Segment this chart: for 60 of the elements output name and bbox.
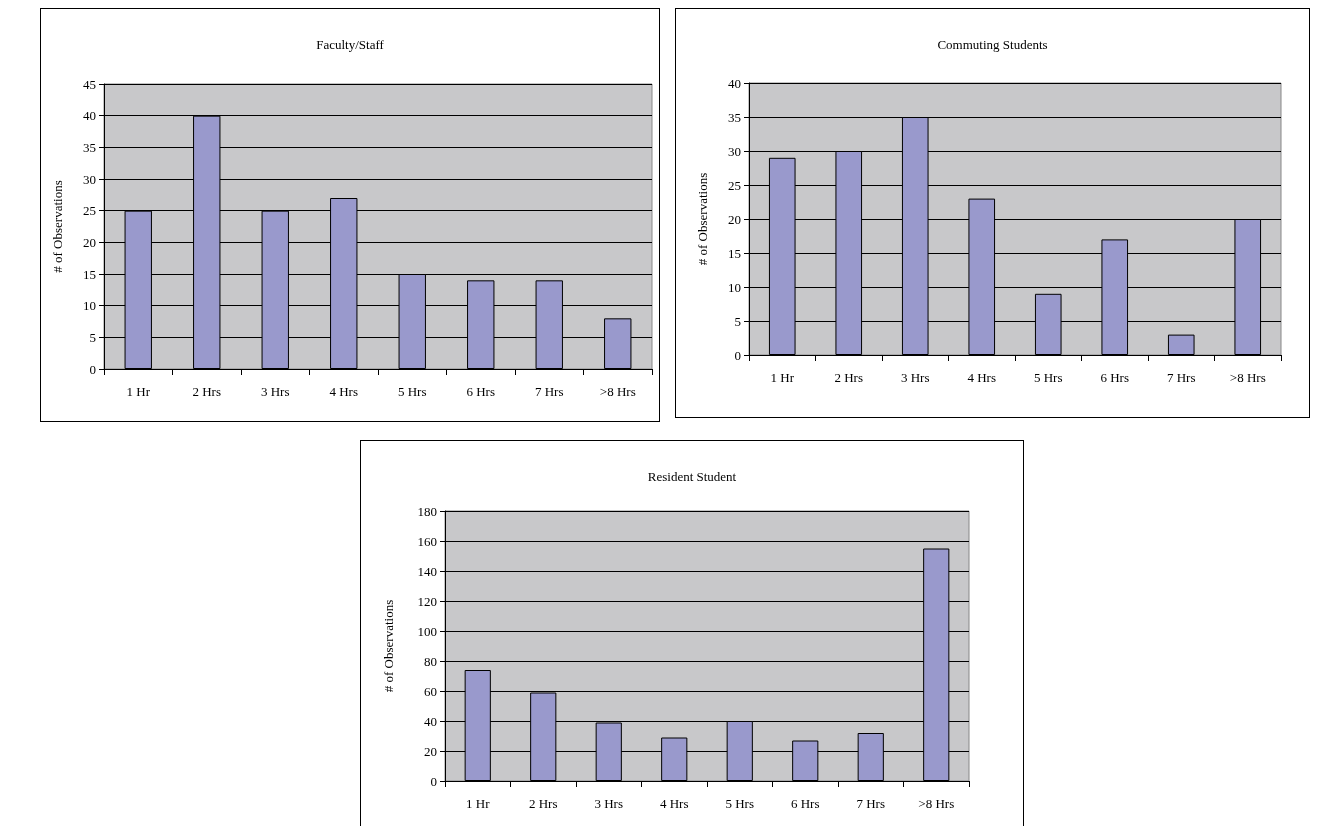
- x-tick-label: 7 Hrs: [1166, 370, 1196, 385]
- y-tick-label: 40: [424, 713, 437, 729]
- chart-title: Resident Student: [647, 469, 737, 484]
- chart-title: Commuting Students: [937, 37, 1048, 52]
- x-tick-label: 4 Hrs: [329, 384, 359, 399]
- y-tick-label: 30: [728, 143, 741, 159]
- x-tick-label: 2 Hrs: [834, 370, 864, 385]
- y-tick-label: 5: [89, 329, 96, 345]
- chart-title: Faculty/Staff: [316, 37, 385, 52]
- y-tick-label: 10: [83, 298, 96, 314]
- y-tick-label: 120: [417, 593, 437, 609]
- y-tick-label: 180: [417, 503, 437, 519]
- x-tick-label: 1 Hr: [466, 796, 491, 811]
- y-tick-label: 80: [424, 653, 437, 669]
- x-tick-label: 5 Hrs: [725, 796, 755, 811]
- y-tick-label: 15: [728, 245, 741, 261]
- x-tick-label: 3 Hrs: [594, 796, 624, 811]
- y-axis-title: # of Observations: [381, 599, 396, 693]
- x-tick-label: 5 Hrs: [1033, 370, 1063, 385]
- y-tick-label: 140: [417, 563, 437, 579]
- x-tick-label: 1 Hr: [770, 370, 795, 385]
- x-tick-label: 7 Hrs: [856, 796, 886, 811]
- y-axis-title: # of Observations: [695, 172, 710, 266]
- y-tick-label: 45: [83, 76, 96, 92]
- x-tick-label: 1 Hr: [126, 384, 151, 399]
- x-tick-label: 3 Hrs: [900, 370, 930, 385]
- y-tick-label: 60: [424, 683, 437, 699]
- x-tick-label: 6 Hrs: [790, 796, 820, 811]
- bar: [1167, 334, 1195, 355]
- y-tick-label: 25: [83, 203, 96, 219]
- x-tick-label: 3 Hrs: [260, 384, 290, 399]
- x-tick-label: 4 Hrs: [659, 796, 689, 811]
- x-tick-label: >8 Hrs: [599, 384, 636, 399]
- y-tick-label: 40: [83, 108, 96, 124]
- y-tick-label: 0: [430, 773, 437, 789]
- x-tick-label: 2 Hrs: [192, 384, 222, 399]
- y-tick-label: 20: [424, 743, 437, 759]
- x-tick-label: 5 Hrs: [397, 384, 427, 399]
- y-tick-label: 100: [417, 623, 437, 639]
- y-tick-label: 20: [728, 211, 741, 227]
- y-tick-label: 15: [83, 266, 96, 282]
- x-tick-label: 6 Hrs: [466, 384, 496, 399]
- y-tick-label: 160: [417, 533, 437, 549]
- y-tick-label: 0: [734, 347, 741, 363]
- y-tick-label: 5: [734, 313, 741, 329]
- y-tick-label: 10: [728, 279, 741, 295]
- y-tick-label: 35: [83, 139, 96, 155]
- x-tick-label: 2 Hrs: [528, 796, 558, 811]
- x-tick-label: >8 Hrs: [918, 796, 955, 811]
- x-tick-label: 6 Hrs: [1100, 370, 1130, 385]
- x-tick-label: 7 Hrs: [534, 384, 564, 399]
- x-tick-label: 4 Hrs: [967, 370, 997, 385]
- y-tick-label: 20: [83, 234, 96, 250]
- y-tick-label: 30: [83, 171, 96, 187]
- y-tick-label: 0: [89, 361, 96, 377]
- y-axis-title: # of Observations: [50, 180, 65, 273]
- y-tick-label: 35: [728, 109, 741, 125]
- y-tick-label: 40: [728, 75, 741, 91]
- y-tick-label: 25: [728, 177, 741, 193]
- x-tick-label: >8 Hrs: [1229, 370, 1266, 385]
